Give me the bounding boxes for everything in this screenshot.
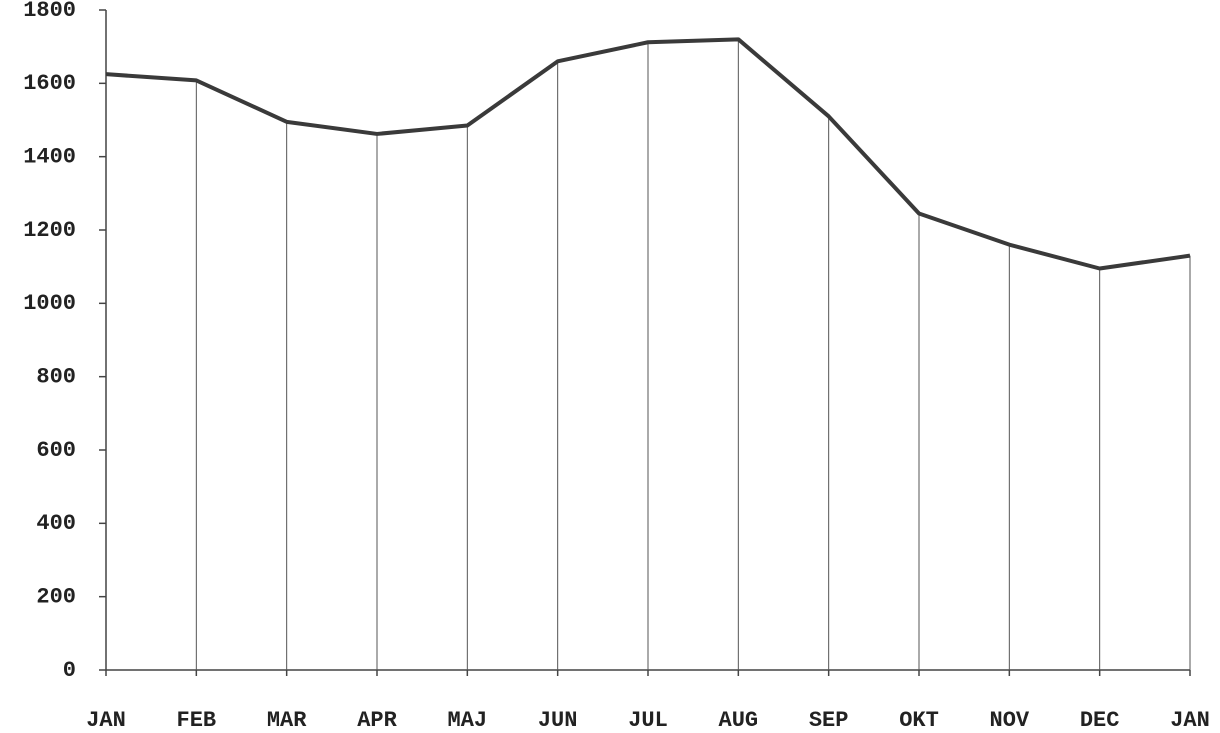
x-tick-label: MAR (267, 708, 307, 733)
x-tick-label: APR (357, 708, 397, 733)
y-tick-label: 0 (63, 658, 76, 683)
x-tick-label: AUG (719, 708, 759, 733)
y-tick-label: 600 (36, 438, 76, 463)
x-tick-label: JAN (1170, 708, 1210, 733)
y-tick-label: 1600 (23, 71, 76, 96)
x-tick-label: OKT (899, 708, 939, 733)
y-tick-label: 1800 (23, 0, 76, 23)
y-tick-label: 400 (36, 511, 76, 536)
y-tick-label: 1000 (23, 291, 76, 316)
x-tick-label: JUN (538, 708, 578, 733)
y-tick-label: 1400 (23, 144, 76, 169)
x-tick-label: JAN (86, 708, 126, 733)
x-tick-label: NOV (990, 708, 1030, 733)
x-tick-label: MAJ (448, 708, 488, 733)
y-tick-label: 200 (36, 584, 76, 609)
x-tick-label: FEB (177, 708, 217, 733)
data-line (105, 37, 1191, 271)
x-tick-label: DEC (1080, 708, 1120, 733)
x-tick-label: SEP (809, 708, 849, 733)
y-tick-label: 800 (36, 364, 76, 389)
y-tick-label: 1200 (23, 218, 76, 243)
x-tick-label: JUL (628, 708, 668, 733)
